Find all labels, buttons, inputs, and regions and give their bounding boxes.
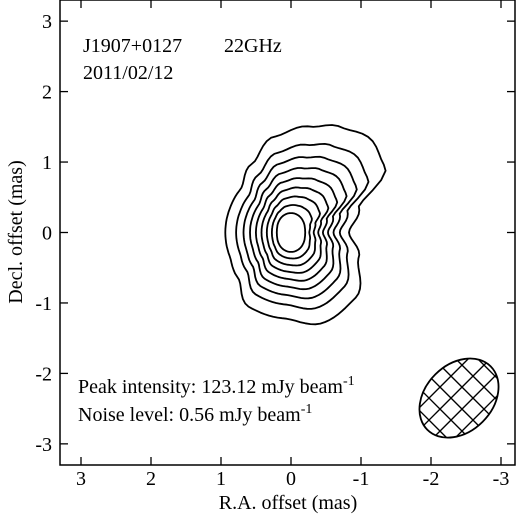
contour-level <box>249 167 348 291</box>
axis-ticks <box>60 0 515 465</box>
source-label: J1907+0127 <box>83 35 182 57</box>
peak-intensity-label: Peak intensity: 123.12 mJy beam <box>78 376 343 398</box>
noise-level-exponent: -1 <box>301 402 313 417</box>
x-tick-label: -3 <box>493 468 510 490</box>
y-tick-label: 3 <box>42 11 52 33</box>
noise-level-label: Noise level: 0.56 mJy beam <box>78 404 301 426</box>
x-tick-label: 1 <box>216 468 226 490</box>
x-tick-labels: 3 2 1 0 -1 -2 -3 <box>76 468 509 490</box>
contour-lines <box>224 124 387 326</box>
contour-level <box>271 204 313 260</box>
y-tick-label: 1 <box>42 152 52 174</box>
beam-outline <box>418 357 500 439</box>
date-label: 2011/02/12 <box>83 62 173 84</box>
contour-level <box>275 212 307 253</box>
contour-level <box>265 195 321 267</box>
contour-level <box>260 186 330 274</box>
y-tick-label: -1 <box>35 293 52 315</box>
noise-level-text: Noise level: 0.56 mJy beam-1 <box>78 402 312 426</box>
peak-intensity-text: Peak intensity: 123.12 mJy beam-1 <box>78 374 355 398</box>
y-tick-label: 2 <box>42 82 52 104</box>
x-tick-label: -2 <box>423 468 440 490</box>
frequency-label: 22GHz <box>224 35 282 57</box>
y-axis-label: Decl. offset (mas) <box>5 160 27 303</box>
y-tick-label: -2 <box>35 363 52 385</box>
contour-level <box>224 124 387 326</box>
peak-intensity-exponent: -1 <box>343 374 355 389</box>
x-axis-label: R.A. offset (mas) <box>219 492 358 514</box>
contour-level <box>255 177 339 282</box>
x-tick-label: 3 <box>76 468 86 490</box>
x-tick-label: -1 <box>353 468 370 490</box>
x-tick-label: 0 <box>286 468 296 490</box>
y-tick-labels: 3 2 1 0 -1 -2 -3 <box>35 11 52 456</box>
contour-level <box>235 143 370 310</box>
y-tick-label: -3 <box>35 434 52 456</box>
y-tick-label: 0 <box>42 223 52 245</box>
x-tick-label: 2 <box>146 468 156 490</box>
contour-level <box>242 155 358 300</box>
